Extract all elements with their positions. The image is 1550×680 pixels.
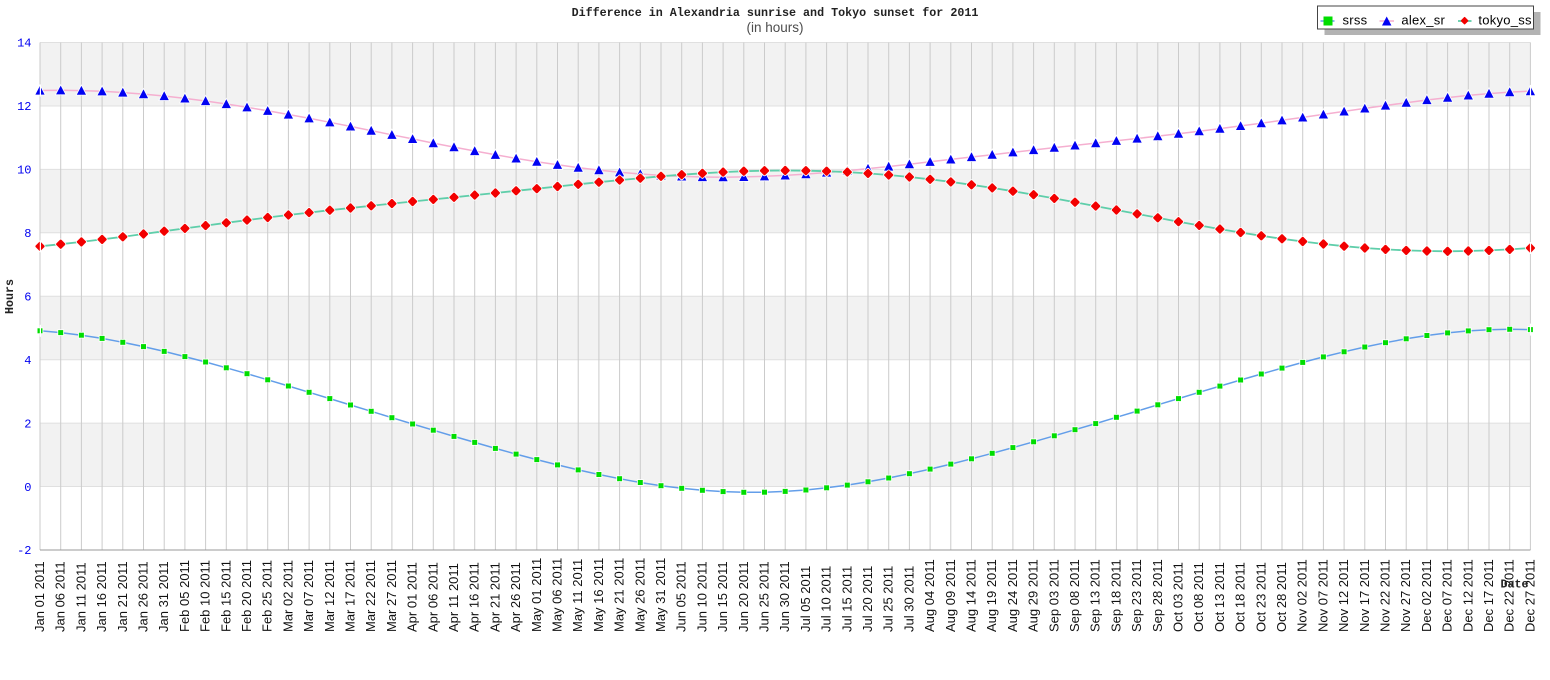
svg-text:Dec 12 2011: Dec 12 2011 <box>1460 559 1475 632</box>
svg-text:Difference in Alexandria sunri: Difference in Alexandria sunrise and Tok… <box>572 6 979 20</box>
svg-text:Oct 28 2011: Oct 28 2011 <box>1274 562 1289 632</box>
svg-text:Jun 05 2011: Jun 05 2011 <box>674 561 689 632</box>
svg-text:Jul 05 2011: Jul 05 2011 <box>798 566 813 632</box>
svg-text:Mar 12 2011: Mar 12 2011 <box>322 560 337 632</box>
svg-text:Jan 21 2011: Jan 21 2011 <box>115 561 130 632</box>
svg-text:Dec 27 2011: Dec 27 2011 <box>1522 559 1537 632</box>
svg-text:6: 6 <box>24 290 31 304</box>
svg-text:Feb 05 2011: Feb 05 2011 <box>177 560 192 632</box>
svg-text:Jun 30 2011: Jun 30 2011 <box>777 561 792 632</box>
svg-text:Aug 24 2011: Aug 24 2011 <box>1005 559 1020 632</box>
svg-text:Aug 19 2011: Aug 19 2011 <box>984 559 999 632</box>
svg-text:-2: -2 <box>17 544 31 558</box>
svg-text:Apr 06 2011: Apr 06 2011 <box>425 562 440 632</box>
svg-text:Oct 18 2011: Oct 18 2011 <box>1233 562 1248 632</box>
svg-text:Jul 30 2011: Jul 30 2011 <box>901 566 916 632</box>
svg-text:Jan 01 2011: Jan 01 2011 <box>32 561 47 632</box>
svg-text:Feb 10 2011: Feb 10 2011 <box>198 560 213 632</box>
svg-text:Aug 09 2011: Aug 09 2011 <box>943 559 958 632</box>
svg-text:Dec 07 2011: Dec 07 2011 <box>1440 559 1455 632</box>
svg-text:Mar 07 2011: Mar 07 2011 <box>301 560 316 632</box>
svg-text:Sep 18 2011: Sep 18 2011 <box>1108 559 1123 632</box>
svg-text:May 26 2011: May 26 2011 <box>632 558 647 632</box>
svg-text:srss: srss <box>1343 13 1368 28</box>
svg-text:Mar 17 2011: Mar 17 2011 <box>343 560 358 632</box>
svg-text:Nov 02 2011: Nov 02 2011 <box>1295 559 1310 632</box>
svg-text:Jun 20 2011: Jun 20 2011 <box>736 561 751 632</box>
svg-text:Feb 15 2011: Feb 15 2011 <box>218 560 233 632</box>
svg-text:Sep 23 2011: Sep 23 2011 <box>1129 559 1144 632</box>
svg-text:Oct 23 2011: Oct 23 2011 <box>1253 562 1268 632</box>
svg-text:Mar 02 2011: Mar 02 2011 <box>280 560 295 632</box>
svg-text:Jun 15 2011: Jun 15 2011 <box>715 561 730 632</box>
svg-text:12: 12 <box>17 100 31 114</box>
svg-text:May 21 2011: May 21 2011 <box>612 558 627 632</box>
svg-text:Jan 31 2011: Jan 31 2011 <box>156 561 171 632</box>
svg-text:Dec 02 2011: Dec 02 2011 <box>1419 559 1434 632</box>
svg-text:10: 10 <box>17 164 31 178</box>
svg-text:Apr 01 2011: Apr 01 2011 <box>405 562 420 632</box>
svg-text:Aug 29 2011: Aug 29 2011 <box>1026 559 1041 632</box>
svg-text:Oct 13 2011: Oct 13 2011 <box>1212 562 1227 632</box>
svg-text:Jul 25 2011: Jul 25 2011 <box>881 566 896 632</box>
svg-text:Aug 04 2011: Aug 04 2011 <box>922 559 937 632</box>
svg-text:May 11 2011: May 11 2011 <box>570 559 585 632</box>
svg-text:Apr 11 2011: Apr 11 2011 <box>446 563 461 632</box>
svg-text:Oct 03 2011: Oct 03 2011 <box>1171 562 1186 632</box>
svg-text:Jan 11 2011: Jan 11 2011 <box>73 562 88 632</box>
svg-text:(in hours): (in hours) <box>746 20 803 35</box>
svg-text:Nov 22 2011: Nov 22 2011 <box>1378 559 1393 632</box>
svg-text:Jun 25 2011: Jun 25 2011 <box>757 561 772 632</box>
svg-text:Date: Date <box>1501 578 1529 592</box>
svg-text:2: 2 <box>24 417 31 431</box>
svg-text:Feb 25 2011: Feb 25 2011 <box>260 560 275 632</box>
svg-text:May 16 2011: May 16 2011 <box>591 558 606 632</box>
svg-text:Sep 03 2011: Sep 03 2011 <box>1046 559 1061 632</box>
svg-text:4: 4 <box>24 354 31 368</box>
svg-text:Aug 14 2011: Aug 14 2011 <box>964 559 979 632</box>
svg-text:Dec 17 2011: Dec 17 2011 <box>1481 559 1496 632</box>
svg-text:Jan 26 2011: Jan 26 2011 <box>136 561 151 632</box>
svg-text:0: 0 <box>24 481 31 495</box>
svg-text:Jul 20 2011: Jul 20 2011 <box>860 566 875 632</box>
svg-text:Mar 22 2011: Mar 22 2011 <box>363 560 378 632</box>
svg-text:Jan 16 2011: Jan 16 2011 <box>94 561 109 632</box>
svg-text:Hours: Hours <box>3 279 17 314</box>
svg-text:Jul 15 2011: Jul 15 2011 <box>839 566 854 632</box>
svg-text:Apr 26 2011: Apr 26 2011 <box>508 562 523 632</box>
svg-text:Dec 22 2011: Dec 22 2011 <box>1502 559 1517 632</box>
svg-text:Jul 10 2011: Jul 10 2011 <box>819 566 834 632</box>
svg-text:tokyo_ss: tokyo_ss <box>1478 13 1532 28</box>
svg-text:Oct 08 2011: Oct 08 2011 <box>1191 562 1206 632</box>
svg-text:alex_sr: alex_sr <box>1401 13 1445 28</box>
svg-text:Nov 17 2011: Nov 17 2011 <box>1357 559 1372 632</box>
svg-text:Nov 07 2011: Nov 07 2011 <box>1315 559 1330 632</box>
svg-text:Mar 27 2011: Mar 27 2011 <box>384 560 399 632</box>
svg-text:Apr 16 2011: Apr 16 2011 <box>467 562 482 632</box>
svg-text:Nov 12 2011: Nov 12 2011 <box>1336 559 1351 632</box>
svg-text:Apr 21 2011: Apr 21 2011 <box>487 562 502 632</box>
svg-text:May 31 2011: May 31 2011 <box>653 558 668 632</box>
svg-text:Jun 10 2011: Jun 10 2011 <box>694 561 709 632</box>
svg-text:Sep 13 2011: Sep 13 2011 <box>1088 559 1103 632</box>
svg-text:Feb 20 2011: Feb 20 2011 <box>239 560 254 632</box>
svg-text:14: 14 <box>17 37 31 51</box>
svg-text:May 06 2011: May 06 2011 <box>550 558 565 632</box>
svg-text:May 01 2011: May 01 2011 <box>529 558 544 632</box>
svg-text:Sep 28 2011: Sep 28 2011 <box>1150 559 1165 632</box>
svg-text:Jan 06 2011: Jan 06 2011 <box>53 561 68 632</box>
svg-text:8: 8 <box>24 227 31 241</box>
svg-text:Nov 27 2011: Nov 27 2011 <box>1398 559 1413 632</box>
svg-text:Sep 08 2011: Sep 08 2011 <box>1067 559 1082 632</box>
